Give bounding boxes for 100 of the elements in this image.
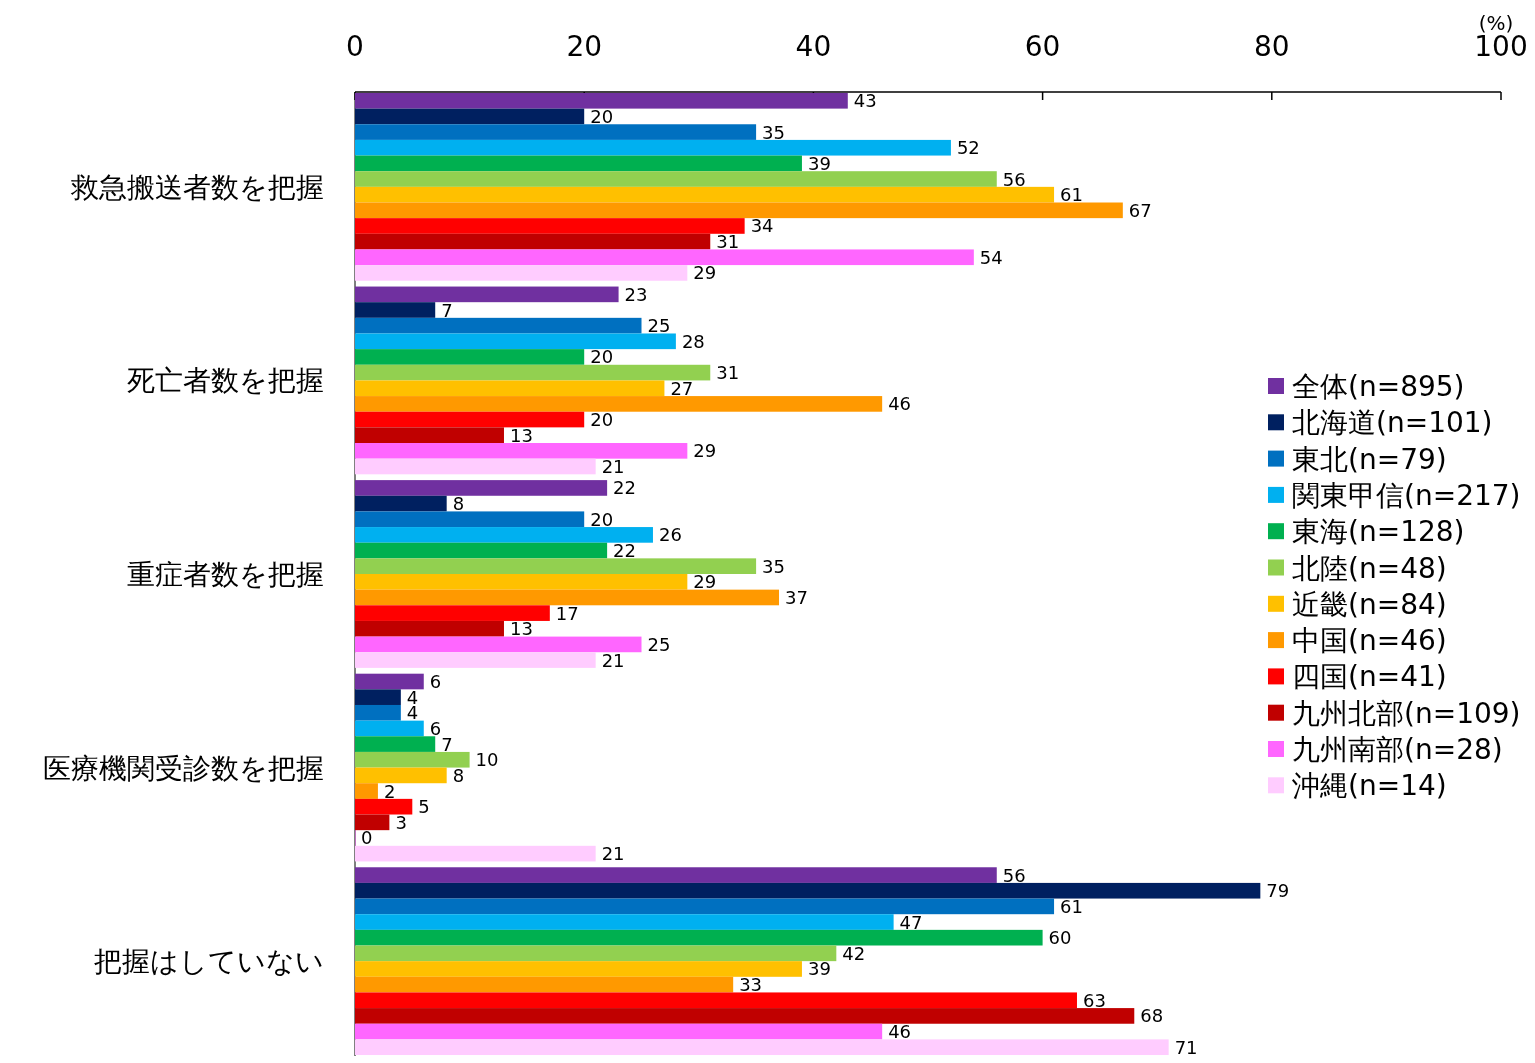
- bar: [355, 427, 504, 444]
- data-label: 60: [1048, 927, 1072, 949]
- bar: [355, 767, 447, 784]
- legend-label: 関東甲信(n=217): [1292, 478, 1521, 512]
- bar: [355, 1039, 1169, 1056]
- bar: [355, 945, 837, 962]
- legend-label: 東北(n=79): [1292, 442, 1447, 476]
- data-label: 54: [979, 246, 1003, 268]
- bar: [355, 882, 1261, 899]
- bar: [355, 233, 711, 250]
- data-label: 46: [888, 393, 912, 415]
- bar: [355, 620, 504, 637]
- bar: [355, 286, 619, 303]
- x-tick-label: 80: [1253, 30, 1290, 63]
- bar: [355, 652, 596, 668]
- data-label: 29: [693, 440, 717, 462]
- x-tick-label: 20: [566, 30, 603, 63]
- data-label: 21: [601, 843, 625, 865]
- data-label: 67: [1128, 199, 1152, 221]
- data-label: 22: [613, 540, 637, 562]
- bar: [355, 139, 951, 156]
- data-label: 7: [441, 299, 453, 321]
- bar: [355, 186, 1055, 203]
- bar: [355, 689, 401, 705]
- data-label: 23: [624, 283, 648, 305]
- data-label: 56: [1002, 864, 1026, 886]
- data-label: 25: [647, 633, 671, 655]
- bar: [355, 396, 883, 412]
- x-tick-label: 40: [795, 30, 832, 63]
- bar: [355, 704, 401, 721]
- x-tick-label: 0: [346, 30, 364, 63]
- data-label: 42: [842, 942, 866, 964]
- data-label: 47: [899, 911, 923, 933]
- legend-label: 近畿(n=84): [1292, 587, 1447, 621]
- bar: [355, 480, 608, 496]
- data-label: 34: [750, 215, 774, 237]
- data-label: 22: [613, 477, 637, 499]
- bar: [355, 317, 642, 334]
- bar: [355, 458, 596, 475]
- bar: [355, 783, 378, 799]
- data-label: 20: [590, 409, 614, 431]
- data-label: 29: [693, 262, 717, 284]
- data-label: 28: [681, 330, 705, 352]
- bar: [355, 218, 745, 234]
- legend-label: 東海(n=128): [1292, 515, 1465, 549]
- bar: [355, 411, 585, 428]
- bar: [355, 124, 757, 140]
- data-label: 17: [555, 602, 579, 624]
- bar: [355, 751, 470, 768]
- bar: [355, 302, 436, 318]
- bar: [355, 92, 848, 109]
- bar: [355, 798, 413, 815]
- bar: [355, 736, 436, 752]
- data-label: 43: [853, 90, 877, 112]
- bar: [355, 814, 390, 831]
- bar: [355, 961, 802, 977]
- data-label: 29: [693, 571, 717, 593]
- data-label: 39: [807, 152, 831, 174]
- data-label: 21: [601, 649, 625, 671]
- legend-label: 四国(n=41): [1292, 660, 1447, 694]
- legend-label: 沖縄(n=14): [1292, 769, 1447, 803]
- data-label: 20: [590, 105, 614, 127]
- bar: [355, 898, 1055, 915]
- bar: [355, 636, 642, 653]
- bar: [355, 673, 424, 690]
- bar: [355, 202, 1123, 219]
- bar: [355, 1008, 1135, 1024]
- bar: [355, 265, 688, 281]
- data-label: 13: [509, 424, 533, 446]
- data-label: 0: [361, 827, 373, 849]
- data-label: 6: [429, 717, 442, 739]
- bar: [355, 349, 585, 365]
- data-label: 61: [1060, 184, 1083, 206]
- bar: [355, 720, 424, 737]
- data-label: 10: [475, 749, 499, 771]
- data-label: 25: [647, 315, 671, 337]
- data-label: 61: [1060, 895, 1083, 917]
- data-label: 52: [956, 137, 980, 159]
- bar: [355, 845, 596, 862]
- legend-label: 九州南部(n=28): [1292, 733, 1503, 766]
- bar: [355, 914, 894, 930]
- bar: [355, 976, 734, 993]
- bar: [355, 249, 974, 266]
- data-label: 3: [395, 811, 407, 833]
- bar: [355, 155, 802, 172]
- x-tick-label: 60: [1024, 30, 1061, 63]
- data-label: 39: [807, 958, 831, 980]
- legend-label: 全体(n=895): [1292, 370, 1465, 403]
- legend-label: 北陸(n=48): [1292, 551, 1447, 585]
- data-label: 20: [590, 346, 614, 368]
- bar: [355, 558, 757, 574]
- bar: [355, 380, 665, 397]
- data-label: 6: [429, 671, 442, 693]
- data-label: 7: [441, 733, 453, 755]
- data-label: 33: [739, 974, 763, 996]
- x-axis-title: (%): [1478, 11, 1514, 35]
- data-label: 8: [452, 764, 465, 786]
- data-label: 56: [1002, 168, 1026, 190]
- bar: [355, 542, 608, 559]
- bar: [355, 495, 447, 512]
